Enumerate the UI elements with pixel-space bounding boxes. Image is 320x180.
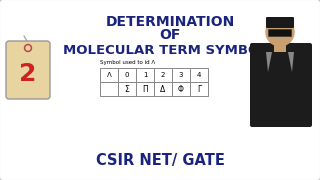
FancyBboxPatch shape [268,30,292,37]
Circle shape [25,44,31,51]
Bar [274,42,286,52]
Text: 1: 1 [143,72,147,78]
Bar [154,68,172,82]
Text: 3: 3 [179,72,183,78]
Bar [172,68,190,82]
Text: Δ: Δ [160,84,166,93]
Text: Symbol used to id Λ: Symbol used to id Λ [100,60,155,64]
Bar [100,82,118,96]
Polygon shape [288,52,294,72]
Text: DETERMINATION: DETERMINATION [105,15,235,29]
Text: Φ: Φ [178,84,184,93]
Bar [136,68,154,82]
Bar [118,82,136,96]
Bar [172,82,190,96]
Text: 4: 4 [197,72,201,78]
Text: OF: OF [159,28,181,42]
Text: MOLECULAR TERM SYMBOLS: MOLECULAR TERM SYMBOLS [63,44,277,57]
Bar [154,82,172,96]
Text: 2: 2 [161,72,165,78]
Bar [100,68,118,82]
Bar [136,82,154,96]
Text: Π: Π [142,84,148,93]
FancyBboxPatch shape [6,41,50,99]
Circle shape [26,46,30,50]
Circle shape [266,18,294,46]
Bar [118,68,136,82]
Text: Γ: Γ [197,84,201,93]
Text: Λ: Λ [107,72,111,78]
FancyBboxPatch shape [266,17,294,28]
Text: 0: 0 [125,72,129,78]
Bar [190,82,208,96]
Text: CSIR NET/ GATE: CSIR NET/ GATE [96,152,224,168]
FancyBboxPatch shape [250,43,312,127]
Text: Σ: Σ [124,84,129,93]
Polygon shape [266,52,272,72]
Bar [190,68,208,82]
Text: 2: 2 [19,62,37,86]
